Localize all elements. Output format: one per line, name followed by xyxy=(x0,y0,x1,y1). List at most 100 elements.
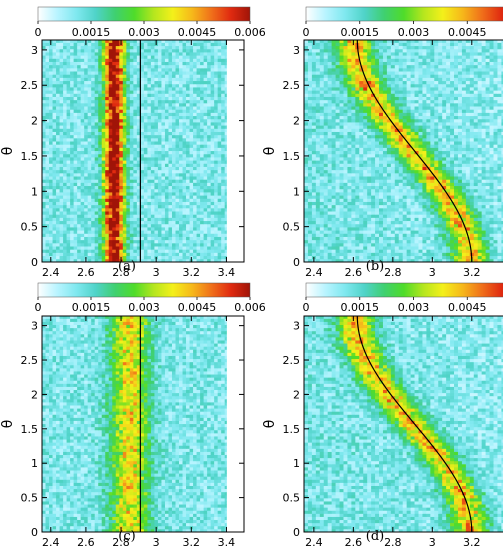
heatmap-cell xyxy=(77,220,82,225)
heatmap-cell xyxy=(73,77,78,82)
heatmap-cell xyxy=(133,83,138,88)
heatmap-cell xyxy=(119,227,124,231)
heatmap-cell xyxy=(179,45,183,50)
heatmap-cell xyxy=(42,71,46,75)
heatmap-cell xyxy=(200,169,204,174)
heatmap-cell xyxy=(98,211,103,215)
heatmap-cell xyxy=(186,87,190,91)
heatmap-cell xyxy=(210,134,215,139)
heatmap-cell xyxy=(210,223,215,228)
heatmap-cell xyxy=(98,172,103,177)
heatmap-cell xyxy=(168,137,173,142)
heatmap-cell xyxy=(221,77,226,82)
heatmap-cell xyxy=(73,71,78,75)
heatmap-cell xyxy=(98,131,103,136)
heatmap-cell xyxy=(45,153,50,158)
heatmap-cell xyxy=(98,204,103,209)
heatmap-cell xyxy=(327,236,333,241)
heatmap-cell xyxy=(45,96,50,101)
heatmap-cell xyxy=(175,118,180,123)
heatmap-cell xyxy=(454,204,459,209)
heatmap-cell xyxy=(133,118,138,123)
heatmap-cell xyxy=(175,153,180,158)
heatmap-cell xyxy=(84,67,89,72)
heatmap-cell xyxy=(126,93,131,97)
heatmap-cell xyxy=(150,246,155,250)
heatmap-cell xyxy=(461,227,467,231)
x-tick-label: 2.6 xyxy=(77,266,95,279)
heatmap-cell xyxy=(63,134,67,139)
heatmap-cell xyxy=(311,214,317,218)
heatmap-cell xyxy=(84,214,89,218)
heatmap-cell xyxy=(140,172,145,177)
heatmap-cell xyxy=(410,211,415,215)
heatmap-cell xyxy=(179,176,183,180)
heatmap-cell xyxy=(304,236,309,241)
heatmap-cell xyxy=(221,74,226,78)
heatmap-cell xyxy=(221,242,226,247)
heatmap-cell xyxy=(105,230,110,234)
heatmap-cell xyxy=(186,182,190,187)
heatmap-cell xyxy=(327,223,333,228)
heatmap-cell xyxy=(339,195,344,199)
heatmap-cell xyxy=(371,195,376,199)
heatmap-cell xyxy=(307,249,313,253)
heatmap-cell xyxy=(442,246,447,250)
heatmap-cell xyxy=(129,93,134,97)
heatmap-cell xyxy=(193,115,197,120)
heatmap-cell xyxy=(410,201,415,206)
heatmap-cell xyxy=(179,249,183,253)
heatmap-cell xyxy=(224,45,227,50)
heatmap-cell xyxy=(157,58,162,62)
heatmap-cell xyxy=(42,258,46,263)
heatmap-cell xyxy=(186,255,190,260)
heatmap-cell xyxy=(66,137,71,142)
heatmap-cell xyxy=(319,230,325,234)
heatmap-cell xyxy=(189,157,194,161)
heatmap-cell xyxy=(52,77,57,82)
heatmap-cell xyxy=(56,83,60,88)
heatmap-cell xyxy=(87,71,92,75)
heatmap-cell xyxy=(171,42,176,47)
heatmap-cell xyxy=(207,163,212,167)
heatmap-cell xyxy=(363,236,368,241)
heatmap-cell xyxy=(73,55,78,59)
heatmap-cell xyxy=(304,258,309,263)
heatmap-cell xyxy=(70,71,75,75)
heatmap-cell xyxy=(147,157,152,161)
heatmap-cell xyxy=(87,182,92,187)
heatmap-cell xyxy=(80,195,85,199)
heatmap-cell xyxy=(217,61,222,66)
heatmap-cell xyxy=(49,220,53,225)
heatmap-cell xyxy=(196,109,201,113)
heatmap-cell xyxy=(129,153,134,158)
heatmap-cell xyxy=(323,195,329,199)
heatmap-cell xyxy=(126,252,131,257)
heatmap-cell xyxy=(98,115,103,120)
heatmap-cell xyxy=(73,112,78,117)
heatmap-cell xyxy=(339,198,344,202)
heatmap-cell xyxy=(122,176,127,180)
heatmap-cell xyxy=(182,166,187,171)
heatmap-cell xyxy=(70,83,75,88)
heatmap-cell xyxy=(182,252,187,257)
heatmap-cell xyxy=(224,246,227,250)
heatmap-cell xyxy=(70,172,75,177)
heatmap-cell xyxy=(108,77,113,82)
heatmap-cell xyxy=(434,204,439,209)
heatmap-cell xyxy=(489,217,494,222)
heatmap-cell xyxy=(94,106,99,110)
heatmap-cell xyxy=(157,77,162,82)
heatmap-cell xyxy=(42,252,46,257)
heatmap-cell xyxy=(91,64,96,69)
heatmap-cell xyxy=(136,90,141,94)
heatmap-cell xyxy=(414,246,419,250)
heatmap-cell xyxy=(410,246,415,250)
heatmap-cell xyxy=(98,185,103,190)
heatmap-cell xyxy=(56,67,60,72)
heatmap-cell xyxy=(140,163,145,167)
heatmap-cell xyxy=(304,198,309,202)
heatmap-cell xyxy=(122,201,127,206)
heatmap-cell xyxy=(207,71,212,75)
heatmap-cell xyxy=(224,93,227,97)
